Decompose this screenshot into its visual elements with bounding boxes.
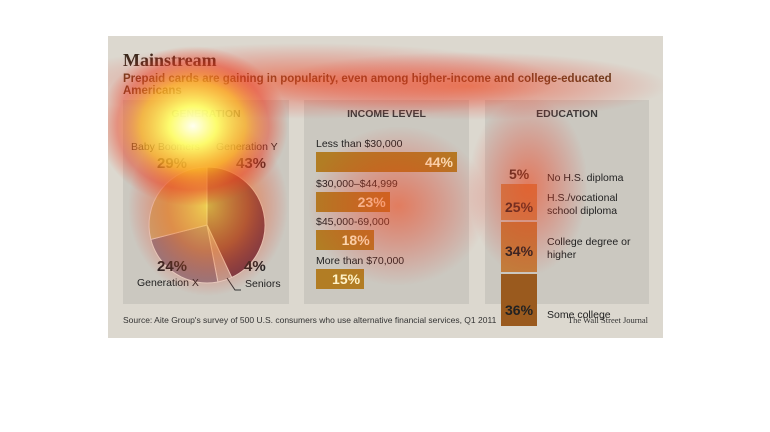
income-value-1: 44% [424, 154, 453, 170]
income-bar-1: 44% [316, 152, 457, 172]
income-panel: INCOME LEVEL Less than $30,000 44% $30,0… [304, 100, 469, 304]
education-value-1: 5% [509, 166, 530, 182]
education-label-3: College degree or higher [547, 236, 631, 261]
income-bar-3: 18% [316, 230, 374, 250]
income-label-3: $45,000-69,000 [316, 216, 390, 228]
income-heading: INCOME LEVEL [347, 108, 426, 120]
income-bar-2: 23% [316, 192, 390, 212]
publisher-credit: The Wall Street Journal [567, 315, 648, 325]
education-panel: EDUCATION 5% No H.S. diploma 25% H.S./vo… [485, 100, 649, 326]
value-generation-x: 24% [157, 258, 188, 275]
label-seniors: Seniors [245, 278, 281, 290]
source-note: Source: Aite Group's survey of 500 U.S. … [123, 315, 497, 325]
income-value-2: 23% [357, 194, 386, 210]
label-generation-x: Generation X [137, 277, 199, 289]
income-label-4: More than $70,000 [316, 255, 405, 267]
education-value-2: 25% [505, 199, 534, 215]
education-label-2: H.S./vocational school diploma [547, 192, 618, 217]
education-value-4: 36% [505, 302, 534, 318]
income-value-4: 15% [332, 271, 361, 287]
education-value-3: 34% [505, 243, 534, 259]
education-label-1: No H.S. diploma [547, 172, 624, 184]
income-value-3: 18% [341, 232, 370, 248]
education-label-4: Some college [547, 309, 611, 321]
seniors-leader-line [226, 277, 241, 291]
income-bar-4: 15% [316, 269, 365, 289]
education-heading: EDUCATION [536, 108, 598, 120]
chart-title: Mainstream [123, 50, 217, 70]
income-label-2: $30,000–$44,999 [316, 178, 398, 190]
chart-figure: Mainstream Prepaid cards are gaining in … [108, 36, 663, 338]
generation-panel: GENERATION Baby Boomers 29% Generation Y… [123, 100, 289, 304]
education-bar-4 [501, 274, 537, 326]
chart-subtitle: Prepaid cards are gaining in popularity,… [123, 73, 612, 97]
value-seniors: 4% [244, 258, 266, 275]
income-label-1: Less than $30,000 [316, 138, 403, 150]
